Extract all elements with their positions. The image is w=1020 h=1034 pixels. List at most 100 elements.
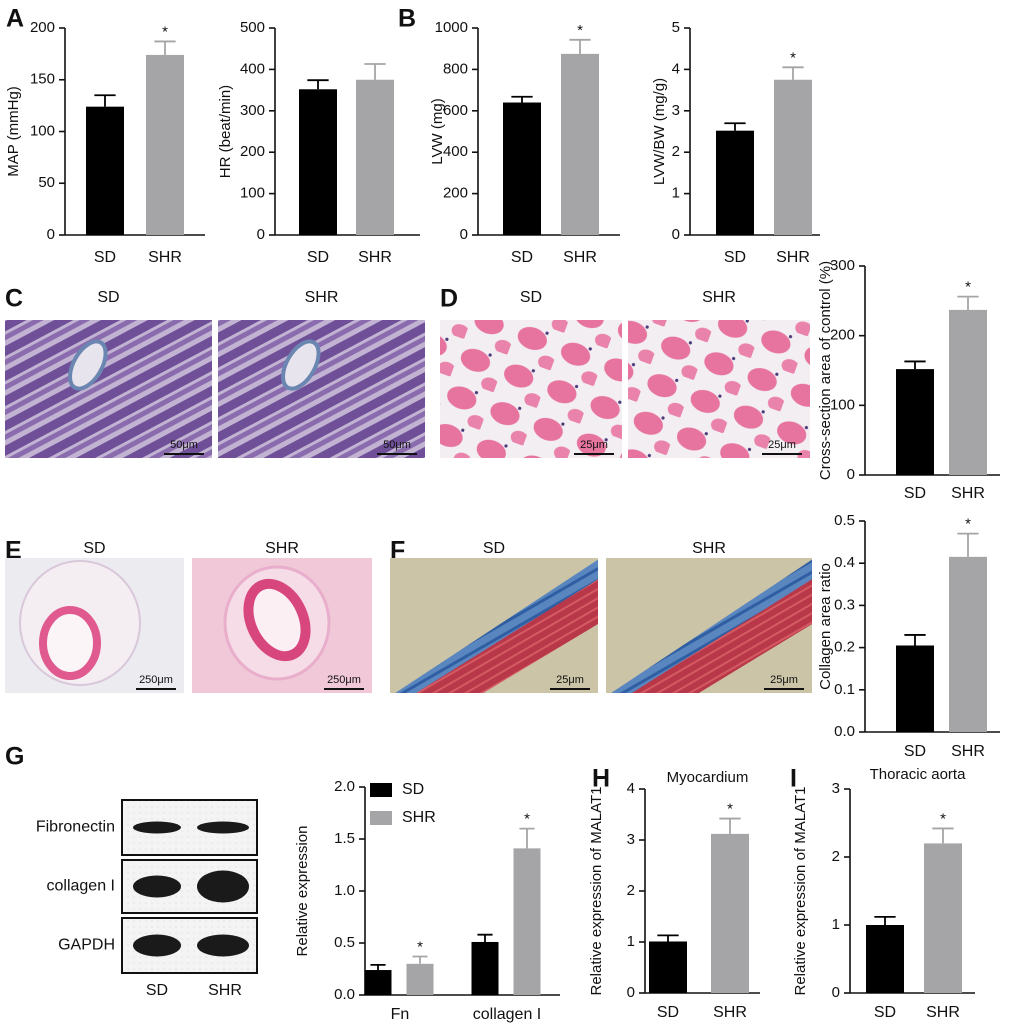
micrograph — [628, 320, 810, 458]
y-tick-label: 1 — [672, 185, 680, 202]
scale-bar-label: 25μm — [556, 674, 584, 686]
significance-mark: * — [524, 811, 530, 828]
x-tick-label: SHR — [951, 743, 985, 760]
x-tick-label: SD — [307, 249, 329, 266]
x-tick-label: SD — [657, 1004, 679, 1021]
blot-band — [197, 934, 249, 957]
y-axis-label: Cross-section area of control (%) — [817, 261, 834, 480]
y-tick-label: 3 — [832, 780, 840, 797]
micrograph-label: SD — [83, 540, 105, 557]
y-tick-label: 0.5 — [834, 512, 855, 529]
x-tick-label: SD — [904, 485, 926, 502]
significance-mark: * — [965, 516, 971, 533]
y-tick-label: 0.1 — [834, 681, 855, 698]
image-content — [390, 558, 598, 693]
y-tick-label: 0 — [257, 226, 265, 243]
blot-label: collagen I — [47, 878, 116, 895]
error-bar — [477, 933, 493, 942]
image-content — [5, 558, 184, 693]
y-tick-label: 4 — [672, 60, 680, 77]
y-axis-label: HR (beat/min) — [217, 85, 234, 178]
bar — [711, 833, 749, 993]
error-bar — [724, 122, 746, 131]
y-tick-label: 50 — [38, 174, 55, 191]
y-tick-label: 0.3 — [834, 596, 855, 613]
micrograph-label: SHR — [305, 289, 339, 306]
y-tick-label: 0 — [627, 984, 635, 1001]
y-tick-label: 300 — [240, 102, 265, 119]
bar — [299, 89, 337, 235]
x-tick-label: SD — [874, 1004, 896, 1021]
scale-bar-label: 25μm — [580, 439, 608, 451]
micrograph-label: SD — [483, 540, 505, 557]
x-tick-label: SHR — [713, 1004, 747, 1021]
bar — [503, 102, 541, 236]
error-bar — [412, 955, 428, 964]
image-content — [5, 320, 212, 458]
micrograph — [606, 558, 812, 693]
scale-bar-label: 250μm — [327, 674, 361, 686]
blot-band — [133, 934, 181, 957]
micrograph-label: SHR — [265, 540, 299, 557]
image-content — [440, 320, 622, 458]
y-tick-label: 100 — [30, 122, 55, 139]
significance-mark: * — [577, 22, 583, 39]
x-tick-label: SD — [94, 249, 116, 266]
bar — [896, 645, 934, 732]
scale-bar-label: 250μm — [139, 674, 173, 686]
x-tick-label: SD — [724, 249, 746, 266]
y-tick-label: 0 — [672, 226, 680, 243]
error-bar — [932, 827, 954, 844]
lane-label: SD — [146, 982, 168, 999]
blot-label: GAPDH — [58, 937, 115, 954]
y-tick-label: 3 — [672, 102, 680, 119]
y-tick-label: 0.0 — [334, 986, 355, 1003]
blot-band — [133, 875, 181, 898]
significance-mark: * — [727, 801, 733, 818]
bar — [949, 309, 987, 475]
bar — [866, 925, 904, 993]
panel-label: F — [390, 537, 405, 565]
y-tick-label: 0 — [832, 984, 840, 1001]
y-tick-label: 1000 — [435, 19, 468, 36]
y-axis-label: Relative expression of MALAT1 — [588, 787, 605, 996]
tissue — [218, 320, 425, 458]
bar — [364, 970, 392, 995]
error-bar — [511, 95, 533, 103]
blot-band — [197, 870, 249, 903]
bar — [924, 843, 962, 993]
panel-label: A — [6, 5, 24, 33]
media-layer — [416, 579, 598, 693]
micrograph-label: SD — [520, 289, 542, 306]
y-tick-label: 1 — [627, 933, 635, 950]
legend-label: SHR — [402, 809, 436, 826]
bar — [471, 941, 499, 995]
x-tick-label: collagen I — [473, 1006, 542, 1023]
panel-label: E — [5, 537, 22, 565]
y-tick-label: 1.0 — [334, 882, 355, 899]
micrograph — [5, 558, 184, 693]
bar — [649, 941, 687, 993]
y-tick-label: 2 — [832, 848, 840, 865]
y-tick-label: 200 — [443, 185, 468, 202]
significance-mark: * — [790, 49, 796, 66]
micrograph — [390, 558, 598, 693]
y-tick-label: 0.2 — [834, 639, 855, 656]
scale-bar-label: 50μm — [383, 439, 411, 451]
error-bar — [719, 817, 741, 834]
error-bar — [370, 963, 386, 971]
y-tick-label: 0.0 — [834, 723, 855, 740]
y-tick-label: 0 — [847, 466, 855, 483]
bar — [406, 963, 434, 995]
y-tick-label: 2.0 — [334, 778, 355, 795]
legend-swatch — [370, 783, 392, 797]
y-tick-label: 200 — [30, 19, 55, 36]
y-axis-label: Relative expression of MALAT1 — [792, 787, 809, 996]
y-tick-label: 800 — [443, 60, 468, 77]
y-axis-label: Relative expression — [294, 826, 311, 957]
collagen-layer — [395, 559, 598, 693]
error-bar — [657, 934, 679, 942]
y-tick-label: 2 — [672, 143, 680, 160]
significance-mark: * — [417, 938, 423, 955]
